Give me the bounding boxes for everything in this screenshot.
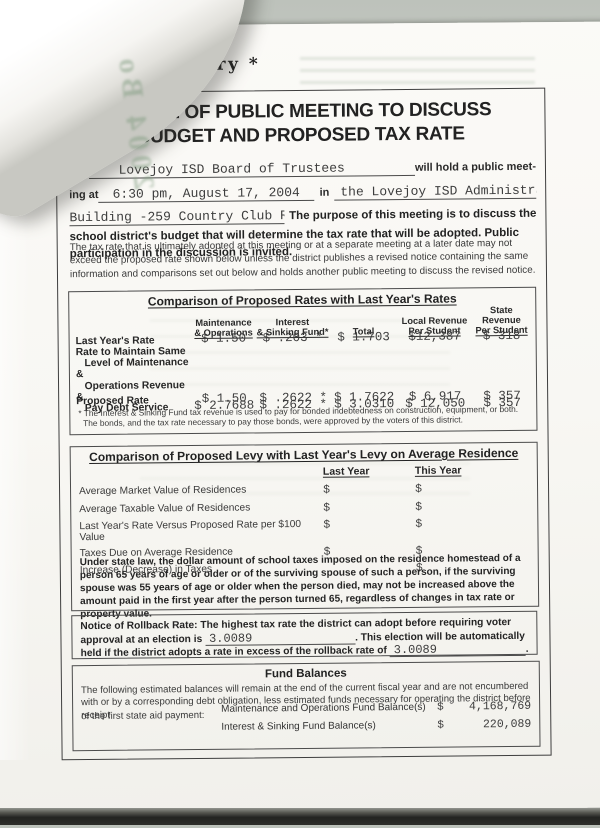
levy-row: Last Year's Rate Versus Proposed Rate pe… (79, 517, 533, 543)
intro-hold: will hold a public meet- (415, 161, 536, 174)
scanner-edge-band (0, 808, 600, 825)
intro-ing-at: ing at (69, 188, 98, 200)
rollback-notice-box: Notice of Rollback Rate: The highest tax… (71, 611, 537, 659)
tax-rate-note: The tax rate that is ultimately adopted … (70, 237, 538, 282)
rates-footnote: * The Interest & Sinking Fund tax revenu… (78, 404, 530, 428)
levy-col-this-year: This Year (415, 464, 533, 477)
levy-header-row: Last Year This Year (79, 464, 533, 480)
fund-balances-paragraph-tail: of the first state aid payment: (81, 710, 204, 722)
fund-balances-title: Fund Balances (73, 666, 539, 682)
location-fill-2: Building -259 Country Club Rd., Allen, T… (69, 208, 284, 226)
rollback-text: Notice of Rollback Rate: The highest tax… (80, 616, 528, 661)
levy-col-last-year: Last Year (323, 465, 415, 478)
rollback-part-3: . (526, 644, 529, 655)
fund-balance-row: Interest & Sinking Fund Balance(s) $ 220… (221, 717, 531, 733)
purpose-line-1: The purpose of this meeting is to discus… (289, 208, 536, 222)
fund-balance-list: Maintenance and Operations Fund Balance(… (221, 700, 531, 738)
rates-comparison-box: Comparison of Proposed Rates with Last Y… (68, 287, 537, 435)
rollback-rate-fill-2: 3.0089 (390, 644, 526, 657)
rollback-rate-fill-1: 3.0089 (205, 632, 355, 645)
location-fill-1: the Lovejoy ISD Administration (334, 182, 536, 200)
fund-balances-box: Fund Balances The following estimated ba… (72, 661, 541, 751)
currency-sign: $ (437, 702, 451, 714)
fund-balance-row: Maintenance and Operations Fund Balance(… (221, 700, 531, 716)
currency-sign: $ (437, 719, 451, 731)
levy-row: Average Market Value of Residences $ $ (79, 482, 533, 499)
intro-in: in (319, 186, 329, 198)
levy-comparison-box: Comparison of Proposed Levy with Last Ye… (70, 442, 540, 611)
levy-row: Average Taxable Value of Residences $ $ (79, 499, 533, 516)
levy-title: Comparison of Proposed Levy with Last Ye… (71, 446, 537, 464)
